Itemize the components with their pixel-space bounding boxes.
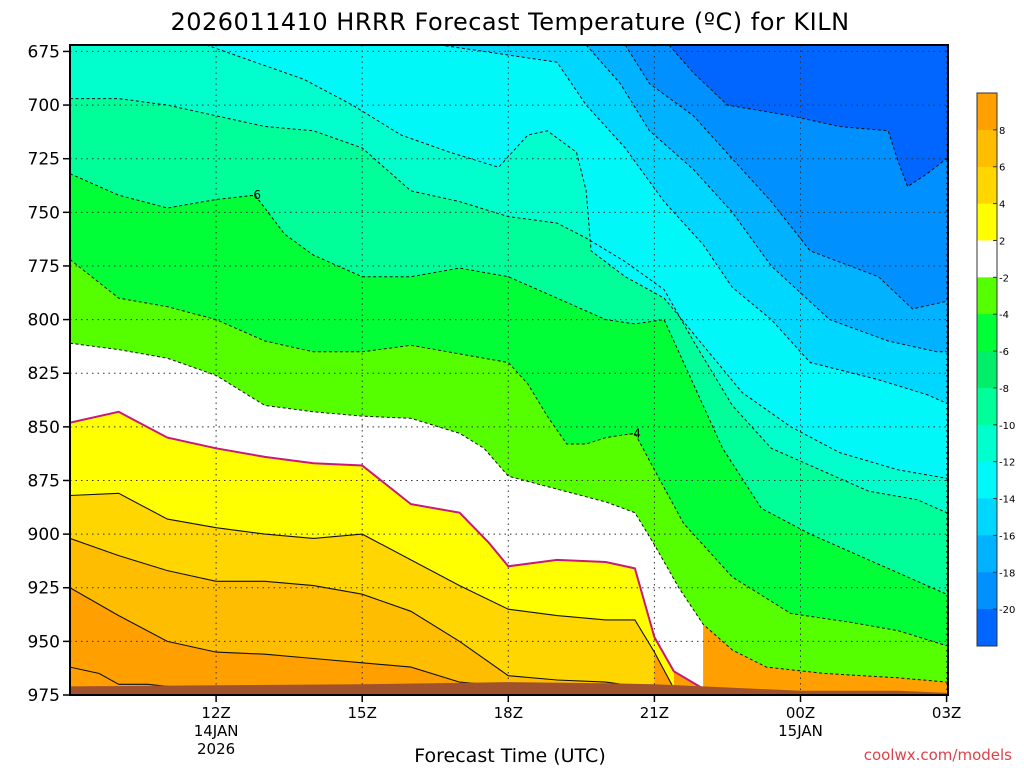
contour-label: -6	[249, 188, 261, 202]
colorbar-band	[977, 314, 997, 352]
colorbar-label: -4	[999, 310, 1009, 321]
colorbar-band	[977, 277, 997, 315]
colorbar-band	[977, 93, 997, 131]
chart-title: 2026011410 HRRR Forecast Temperature (ºC…	[170, 8, 849, 36]
y-tick-label: 825	[28, 364, 60, 384]
isotherm--16	[585, 45, 948, 353]
y-tick-label: 800	[28, 311, 60, 331]
isotherm--12	[206, 45, 948, 480]
y-tick-label: 900	[28, 525, 60, 545]
isotherm--4	[70, 342, 948, 683]
colorbar-band	[977, 166, 997, 205]
colorbar-label: -2	[999, 273, 1009, 284]
isotherm--18	[624, 45, 948, 310]
colorbar-band	[977, 240, 997, 278]
gridlines	[70, 45, 948, 695]
y-tick-label: 775	[28, 257, 60, 277]
contour-label: -4	[629, 426, 641, 440]
colorbar-band	[977, 461, 997, 500]
y-tick-label: 725	[28, 150, 60, 170]
temperature-fill	[70, 45, 948, 695]
ground-surface	[70, 682, 948, 695]
y-tick-label: 950	[28, 632, 60, 652]
colorbar-label: -16	[999, 531, 1015, 542]
x-tick-label: 03Z	[932, 704, 961, 722]
colorbar-label: -20	[999, 605, 1015, 616]
isotherm--8	[70, 173, 948, 596]
colorbar-label: -12	[999, 458, 1015, 469]
colorbar-label: -6	[999, 347, 1009, 358]
x-tick-sublabel: 2026	[197, 740, 235, 758]
y-tick-label: 925	[28, 579, 60, 599]
y-tick-label: 850	[28, 418, 60, 438]
colorbar-label: -10	[999, 421, 1015, 432]
colorbar-label: 2	[999, 236, 1005, 247]
isotherm-4	[70, 537, 655, 690]
y-tick-label: 975	[28, 686, 60, 706]
colorbar-band	[977, 129, 997, 168]
colorbar-label: 4	[999, 200, 1005, 211]
x-tick-label: 12Z	[201, 704, 230, 722]
y-axis: 675 700 725 750 775 800 825 850 875 900 925 950 975	[28, 42, 70, 706]
colorbar-label: 8	[999, 126, 1005, 137]
isotherm-lines	[70, 45, 948, 692]
band-above--18	[70, 45, 948, 309]
colorbar-band	[977, 351, 997, 389]
contour-labels: -6 -4	[249, 188, 641, 440]
x-tick-label: 15Z	[348, 704, 377, 722]
ground	[70, 682, 948, 695]
colorbar-label: -14	[999, 495, 1015, 506]
x-tick-label: 21Z	[640, 704, 669, 722]
band-above--20	[70, 45, 948, 187]
colorbar-band	[977, 609, 997, 647]
x-tick-label: 00Z	[786, 704, 815, 722]
isotherm-0	[70, 410, 704, 690]
credit-text[interactable]: coolwx.com/models	[864, 746, 1012, 764]
colorbar-label: -8	[999, 384, 1009, 395]
colorbar-label: 6	[999, 163, 1005, 174]
x-tick-sublabel: 14JAN	[194, 722, 239, 740]
isotherm--10	[70, 98, 948, 514]
y-tick-label: 875	[28, 471, 60, 491]
colorbar: 8 6 4 2 -2 -4 -6 -8 -10 -12 -14 -16 -18 -20	[976, 92, 1015, 647]
colorbar-label: -18	[999, 568, 1015, 579]
y-tick-label: 700	[28, 96, 60, 116]
x-axis-title: Forecast Time (UTC)	[414, 745, 605, 767]
x-tick-label: 18Z	[494, 704, 523, 722]
isotherm-2	[70, 492, 675, 689]
y-tick-label: 675	[28, 42, 60, 62]
colorbar-band	[977, 535, 997, 573]
colorbar-band	[977, 572, 997, 610]
colorbar-band	[977, 498, 997, 536]
isotherm--14	[440, 45, 948, 405]
colorbar-band	[977, 424, 997, 463]
colorbar-band	[977, 387, 997, 426]
colorbar-frame	[976, 92, 998, 647]
x-tick-sublabel: 15JAN	[778, 722, 823, 740]
colorbar-band	[977, 203, 997, 241]
isotherm--6	[70, 259, 948, 647]
y-tick-label: 750	[28, 203, 60, 223]
